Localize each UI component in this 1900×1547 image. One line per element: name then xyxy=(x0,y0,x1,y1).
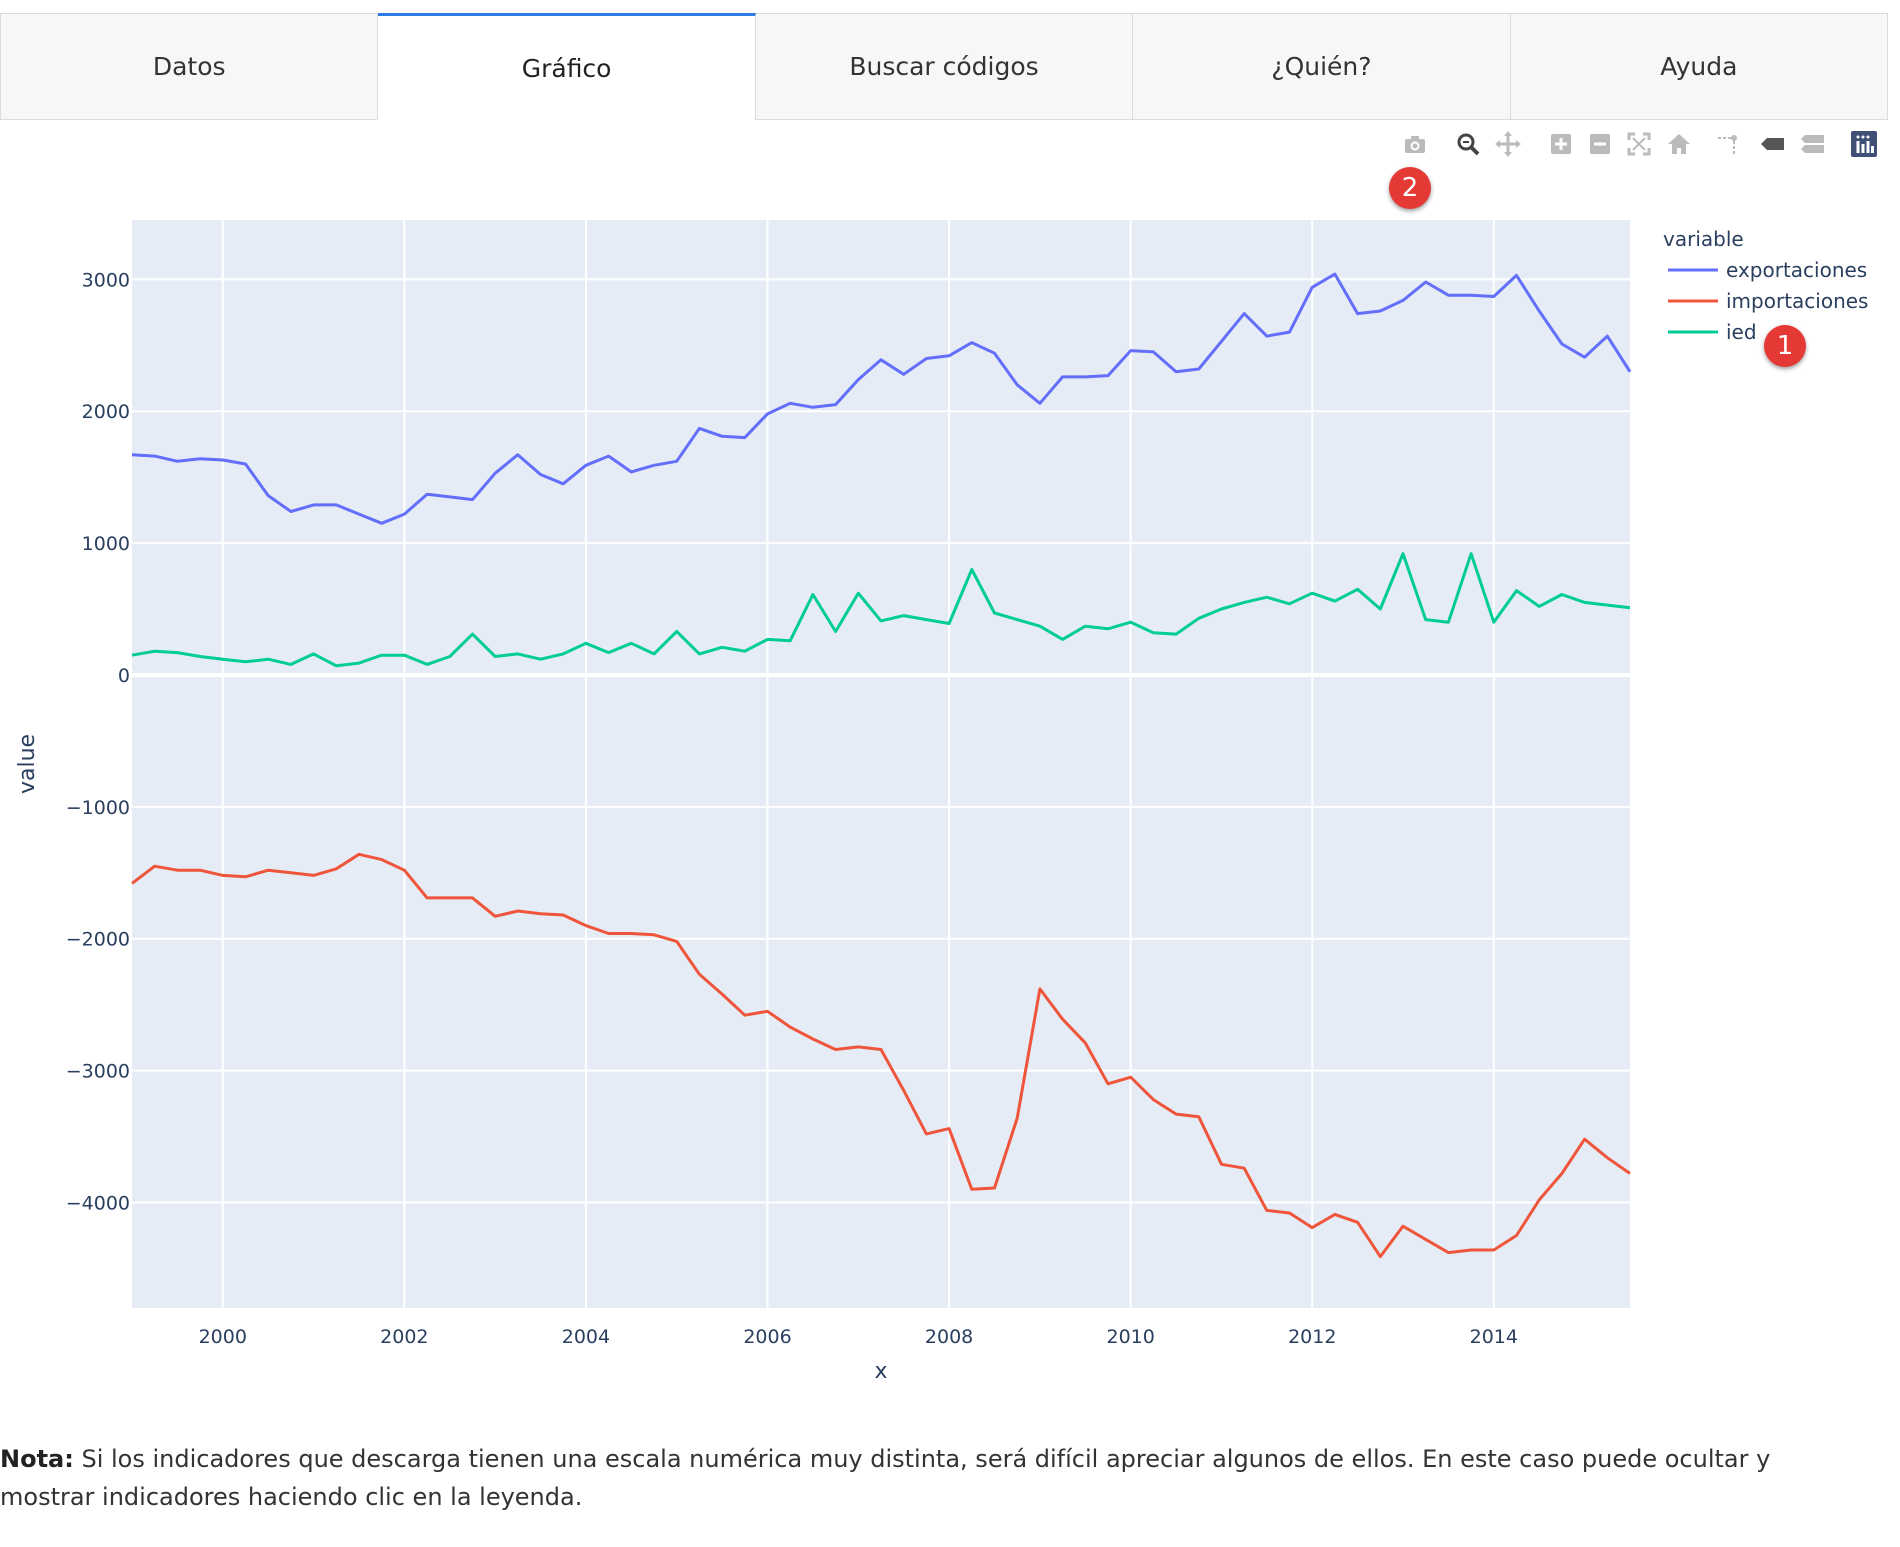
y-tick-label: 1000 xyxy=(82,533,130,555)
tab-quien[interactable]: ¿Quién? xyxy=(1133,13,1511,120)
camera-icon[interactable] xyxy=(1399,128,1431,160)
plot-area[interactable] xyxy=(132,220,1630,1308)
x-tick-label: 2010 xyxy=(1106,1326,1154,1348)
legend-title: variable xyxy=(1663,227,1744,251)
x-tick-label: 2002 xyxy=(380,1326,428,1348)
modebar xyxy=(0,128,1900,164)
y-axis-ticks: 3000 2000 1000 0 −1000 −2000 −3000 −4000 xyxy=(66,269,130,1214)
plotly-logo-icon[interactable] xyxy=(1848,128,1880,160)
x-tick-label: 2008 xyxy=(925,1326,973,1348)
reset-axes-icon[interactable] xyxy=(1663,128,1695,160)
series-line-importaciones[interactable] xyxy=(131,852,1631,1259)
x-tick-label: 2012 xyxy=(1288,1326,1336,1348)
y-tick-label: −4000 xyxy=(66,1192,130,1214)
zoom-icon[interactable] xyxy=(1452,128,1484,160)
x-tick-label: 2014 xyxy=(1470,1326,1518,1348)
legend-item-ied[interactable]: ied xyxy=(1668,320,1757,344)
line-chart: 2000 2002 2004 2006 2008 2010 2012 2014 3000 200… xyxy=(15,220,1868,1384)
grid-lines xyxy=(132,220,1630,1308)
tab-bar: Datos Gráfico Buscar códigos ¿Quién? Ayu… xyxy=(0,13,1889,120)
legend-label-ied: ied xyxy=(1726,320,1757,344)
tab-ayuda[interactable]: Ayuda xyxy=(1510,13,1889,120)
x-axis-ticks: 2000 2002 2004 2006 2008 2010 2012 2014 xyxy=(199,1326,1518,1348)
y-tick-label: 0 xyxy=(118,665,130,687)
hover-closest-icon[interactable] xyxy=(1756,128,1788,160)
autoscale-icon[interactable] xyxy=(1623,128,1655,160)
x-tick-label: 2000 xyxy=(199,1326,247,1348)
y-tick-label: 2000 xyxy=(82,401,130,423)
legend-label-importaciones: importaciones xyxy=(1726,289,1868,313)
note-label: Nota: xyxy=(0,1445,74,1473)
series-lines xyxy=(131,272,1632,1259)
x-tick-label: 2006 xyxy=(743,1326,791,1348)
note-text: Si los indicadores que descarga tienen u… xyxy=(0,1445,1771,1511)
legend-item-exportaciones[interactable]: exportaciones xyxy=(1668,258,1867,282)
legend-item-importaciones[interactable]: importaciones xyxy=(1668,289,1868,313)
y-tick-label: 3000 xyxy=(82,269,130,291)
tab-buscar-codigos[interactable]: Buscar códigos xyxy=(755,13,1134,120)
annotation-badge-2: 2 xyxy=(1389,167,1431,209)
x-axis-label: x xyxy=(874,1359,887,1384)
y-tick-label: −2000 xyxy=(66,929,130,951)
pan-icon[interactable] xyxy=(1492,128,1524,160)
y-tick-label: −1000 xyxy=(66,797,130,819)
spike-lines-icon[interactable] xyxy=(1712,128,1744,160)
y-axis-label: value xyxy=(15,734,40,794)
series-line-exportaciones[interactable] xyxy=(131,272,1632,525)
hover-compare-icon[interactable] xyxy=(1796,128,1828,160)
y-tick-label: −3000 xyxy=(66,1061,130,1083)
note-paragraph: Nota: Si los indicadores que descarga ti… xyxy=(0,1440,1860,1516)
tab-datos[interactable]: Datos xyxy=(0,13,379,120)
annotation-badge-1: 1 xyxy=(1764,325,1806,367)
legend-label-exportaciones: exportaciones xyxy=(1726,258,1867,282)
tab-grafico[interactable]: Gráfico xyxy=(378,13,756,120)
zoom-in-icon[interactable] xyxy=(1545,128,1577,160)
zoom-out-icon[interactable] xyxy=(1584,128,1616,160)
series-line-ied[interactable] xyxy=(131,552,1631,668)
x-tick-label: 2004 xyxy=(562,1326,610,1348)
